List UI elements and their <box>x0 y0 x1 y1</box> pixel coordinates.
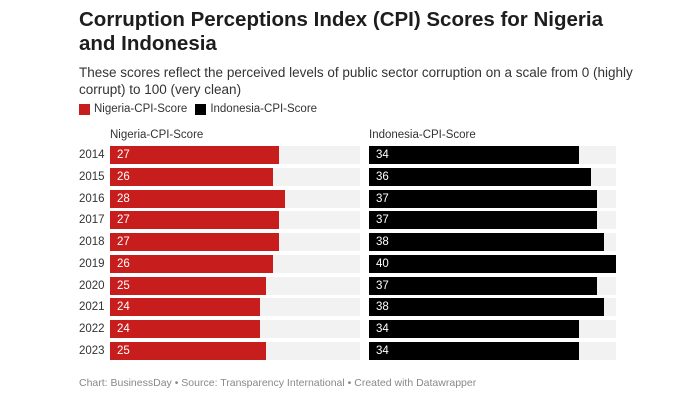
legend-item: Indonesia-CPI-Score <box>195 103 317 115</box>
category-label: 2019 <box>79 257 105 270</box>
bar-track: 38 <box>369 233 616 252</box>
bar <box>369 276 598 295</box>
data-label: 34 <box>376 345 389 358</box>
data-label: 37 <box>376 214 389 227</box>
footer-credits: Chart: BusinessDay • Source: Transparenc… <box>79 377 477 389</box>
data-label: 38 <box>376 236 389 249</box>
data-label: 37 <box>376 192 389 205</box>
bar <box>110 342 267 361</box>
bar-track: 37 <box>369 189 616 208</box>
category-label: 2015 <box>79 170 105 183</box>
bar-track: 26 <box>110 167 360 186</box>
chart-subtitle: These scores reflect the perceived level… <box>79 65 633 97</box>
legend-label: Nigeria-CPI-Score <box>94 103 188 115</box>
bar-track: 26 <box>110 254 360 273</box>
data-label: 27 <box>117 149 130 161</box>
bar <box>110 254 273 273</box>
data-label: 25 <box>117 279 130 292</box>
legend-swatch <box>79 103 90 115</box>
bar <box>369 298 604 317</box>
bar <box>110 276 267 295</box>
bar <box>369 167 592 186</box>
data-label: 27 <box>117 236 130 249</box>
bar-track: 34 <box>369 146 616 164</box>
data-label: 34 <box>376 323 389 336</box>
bar <box>110 189 285 208</box>
bar <box>369 189 598 208</box>
bar <box>110 211 279 230</box>
legend-swatch <box>195 103 207 115</box>
bar-track: 37 <box>369 276 616 295</box>
bar-track: 36 <box>369 167 616 186</box>
data-label: 24 <box>117 301 130 314</box>
bar-track: 25 <box>110 342 360 361</box>
bar <box>369 211 598 230</box>
legend-item: Nigeria-CPI-Score <box>79 103 187 115</box>
bar <box>369 146 579 164</box>
data-label: 28 <box>117 192 130 205</box>
data-label: 38 <box>376 301 389 314</box>
bar-track: 28 <box>110 189 360 208</box>
bar-track: 40 <box>369 254 616 273</box>
category-label: 2022 <box>79 323 105 336</box>
data-label: 40 <box>376 257 389 270</box>
legend-label: Indonesia-CPI-Score <box>210 103 318 115</box>
bar <box>110 298 260 317</box>
bar-track: 27 <box>110 211 360 230</box>
bar <box>110 167 273 186</box>
chart-title: Corruption Perceptions Index (CPI) Score… <box>79 8 603 55</box>
data-label: 25 <box>117 345 130 358</box>
data-label: 36 <box>376 170 389 183</box>
bar <box>110 146 279 164</box>
data-label: 24 <box>117 323 130 336</box>
bar-track: 24 <box>110 298 360 317</box>
bar-track: 25 <box>110 276 360 295</box>
bar-track: 27 <box>110 233 360 252</box>
bar <box>369 342 579 361</box>
category-label: 2023 <box>79 345 105 358</box>
bar-track: 34 <box>369 320 616 339</box>
bar-track: 27 <box>110 146 360 164</box>
column-header: Indonesia-CPI-Score <box>369 129 476 141</box>
category-label: 2017 <box>79 214 105 227</box>
category-label: 2016 <box>79 192 105 205</box>
bar-track: 37 <box>369 211 616 230</box>
data-label: 27 <box>117 214 130 227</box>
data-label: 26 <box>117 257 130 270</box>
bar-track: 38 <box>369 298 616 317</box>
data-label: 37 <box>376 279 389 292</box>
category-label: 2014 <box>79 149 105 161</box>
bar <box>110 320 260 339</box>
bar <box>110 233 279 252</box>
bar-track: 24 <box>110 320 360 339</box>
bar <box>369 254 616 273</box>
category-label: 2021 <box>79 301 105 314</box>
bar <box>369 320 579 339</box>
data-label: 34 <box>376 149 389 161</box>
category-label: 2018 <box>79 236 105 249</box>
data-label: 26 <box>117 170 130 183</box>
category-label: 2020 <box>79 279 105 292</box>
legend: Nigeria-CPI-Score Indonesia-CPI-Score <box>79 103 317 115</box>
bar <box>369 233 604 252</box>
column-header: Nigeria-CPI-Score <box>110 129 204 141</box>
bar-track: 34 <box>369 342 616 361</box>
